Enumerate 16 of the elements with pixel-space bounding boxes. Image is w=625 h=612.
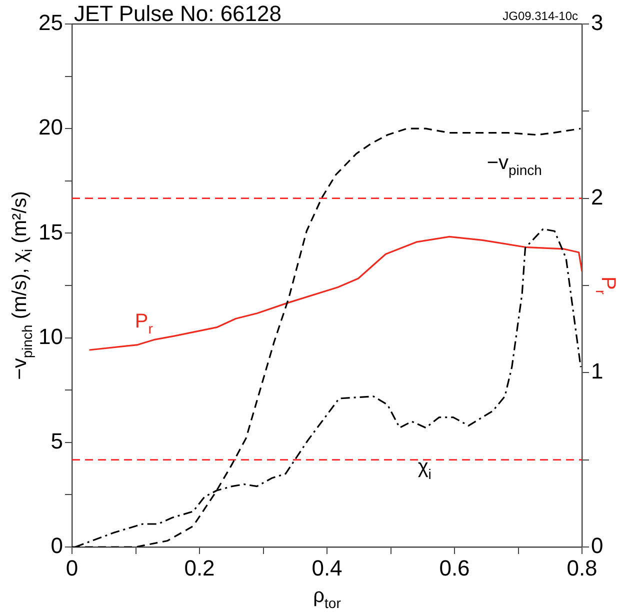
x-tick-label: 0.2 [184, 555, 215, 580]
y-tick-label: 0 [50, 533, 63, 558]
y2-tick-label: 1 [591, 358, 604, 384]
text: JG09.314-10c [502, 9, 578, 23]
y-tick-label: 20 [38, 114, 63, 140]
y-tick-label: 15 [38, 219, 63, 244]
y-axis-title: −vpinch (m/s), χi (m²/s) [9, 191, 35, 380]
y2-axis-title: Pr [593, 276, 619, 295]
chart-title: JET Pulse No: 66128 [74, 1, 282, 26]
y-tick-label: 25 [38, 10, 63, 36]
x-tick-label: 0.4 [312, 555, 342, 580]
y-tick-label: 10 [38, 324, 63, 349]
y2-tick-label: 3 [591, 10, 604, 36]
y-tick-label: 5 [50, 428, 63, 454]
x-tick-label: 0.6 [439, 555, 470, 580]
y2-tick-label: 2 [591, 184, 604, 210]
